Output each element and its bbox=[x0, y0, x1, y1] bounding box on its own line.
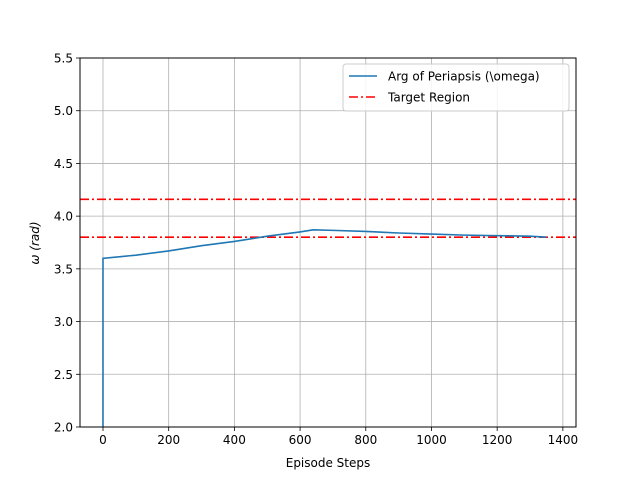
x-tick-label: 1200 bbox=[482, 433, 513, 447]
y-tick-label: 2.5 bbox=[54, 368, 73, 382]
legend: Arg of Periapsis (\omega) Target Region bbox=[342, 63, 570, 112]
x-tick-label: 200 bbox=[157, 433, 180, 447]
x-axis-ticks: 0 200 400 600 800 1000 1200 1400 bbox=[99, 427, 578, 447]
x-tick-label: 0 bbox=[99, 433, 107, 447]
data-series bbox=[102, 229, 547, 427]
grid-lines bbox=[80, 57, 576, 428]
x-tick-label: 600 bbox=[289, 433, 312, 447]
y-tick-label: 2.0 bbox=[54, 421, 73, 435]
y-tick-label: 5.5 bbox=[54, 52, 73, 66]
y-tick-label: 3.0 bbox=[54, 315, 73, 329]
y-tick-label: 4.0 bbox=[54, 210, 73, 224]
legend-label: Target Region bbox=[387, 91, 470, 105]
y-axis-ticks: 2.0 2.5 3.0 3.5 4.0 4.5 5.0 5.5 bbox=[54, 52, 80, 435]
legend-label: Arg of Periapsis (\omega) bbox=[388, 70, 540, 84]
plot-frame bbox=[79, 57, 577, 428]
x-tick-label: 1400 bbox=[548, 433, 579, 447]
legend-box bbox=[342, 63, 570, 112]
omega-series-line bbox=[102, 229, 547, 427]
target-region-lines bbox=[80, 198, 576, 239]
x-tick-label: 400 bbox=[223, 433, 246, 447]
y-tick-label: 3.5 bbox=[54, 262, 73, 276]
x-tick-label: 1000 bbox=[416, 433, 447, 447]
y-tick-label: 4.5 bbox=[54, 157, 73, 171]
y-axis-label: ω (rad) bbox=[28, 221, 42, 264]
x-tick-label: 800 bbox=[354, 433, 377, 447]
x-axis-label: Episode Steps bbox=[286, 456, 371, 470]
y-tick-label: 5.0 bbox=[54, 104, 73, 118]
